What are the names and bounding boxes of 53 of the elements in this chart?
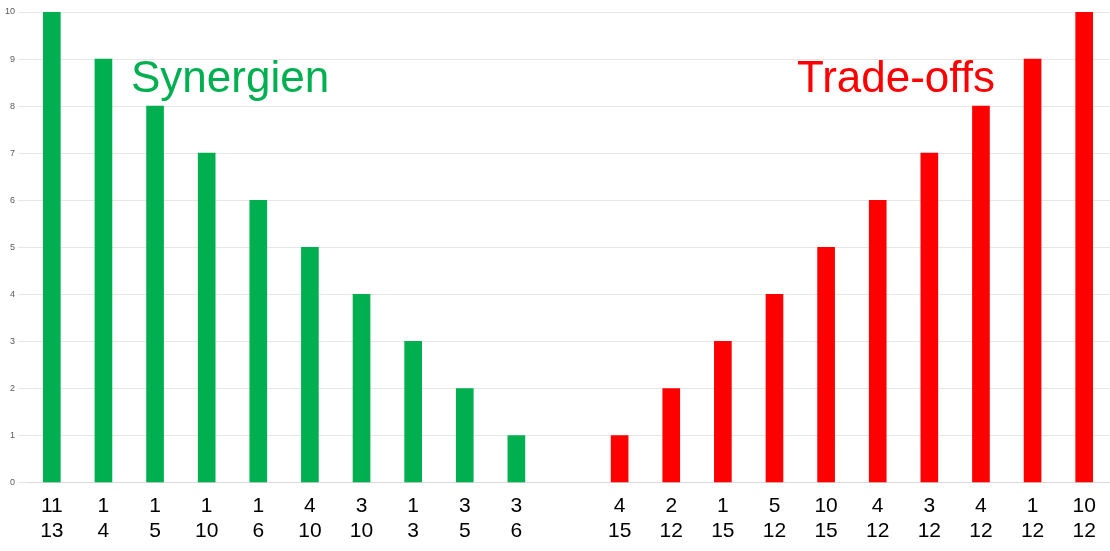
y-tick-label: 7 <box>10 147 16 158</box>
y-tick-label: 0 <box>10 477 16 488</box>
x-tick-label: 1 12 <box>1020 493 1045 542</box>
x-tick-label: 1 3 <box>407 493 419 542</box>
x-tick-label: 1 10 <box>195 493 219 542</box>
bar <box>455 388 474 483</box>
bar <box>920 152 939 483</box>
y-tick-label: 6 <box>10 194 16 205</box>
y-tick-label: 5 <box>10 241 16 252</box>
bar <box>972 105 990 483</box>
annotation: Synergien <box>131 52 330 102</box>
x-tick-label: 1 6 <box>252 493 265 542</box>
x-tick-label: 10 15 <box>814 493 838 542</box>
x-tick-label: 1 5 <box>149 493 161 542</box>
x-tick-label: 3 6 <box>510 493 523 542</box>
x-tick-label: 3 5 <box>458 493 471 542</box>
x-tick-label: 1 15 <box>711 493 735 542</box>
x-tick-label: 4 10 <box>298 493 322 542</box>
y-tick-label: 1 <box>10 430 16 441</box>
x-tick-label: 3 10 <box>349 493 374 542</box>
y-tick-label: 4 <box>10 288 16 299</box>
bar <box>1075 12 1094 483</box>
x-tick-label: 10 12 <box>1072 493 1096 542</box>
annotation: Trade-offs <box>796 52 995 102</box>
bar <box>404 341 422 483</box>
bar <box>662 388 681 483</box>
x-tick-label: 2 12 <box>659 493 683 542</box>
bar <box>1023 58 1042 483</box>
bar <box>146 105 164 483</box>
y-tick-label: 2 <box>10 382 16 393</box>
x-tick-label: 4 12 <box>866 493 890 542</box>
y-tick-label: 9 <box>10 53 16 64</box>
x-tick-label: 3 12 <box>917 493 942 542</box>
bar <box>765 294 784 483</box>
y-tick-label: 10 <box>5 6 16 17</box>
y-tick-label: 3 <box>10 335 16 346</box>
bar <box>352 294 371 483</box>
bar <box>249 199 268 483</box>
bar <box>197 152 216 483</box>
bar <box>817 246 835 483</box>
y-tick-label: 8 <box>10 100 16 111</box>
bar <box>868 199 887 483</box>
x-tick-label: 1 4 <box>97 493 110 542</box>
bar <box>301 246 319 483</box>
x-tick-label: 4 12 <box>969 493 993 542</box>
x-tick-label: 11 13 <box>40 493 64 542</box>
bar <box>42 12 61 483</box>
bar <box>714 341 732 483</box>
bar <box>94 58 113 483</box>
x-tick-label: 5 12 <box>762 493 787 542</box>
x-tick-label: 4 15 <box>607 493 632 542</box>
bar <box>610 435 629 483</box>
bar <box>507 435 526 483</box>
